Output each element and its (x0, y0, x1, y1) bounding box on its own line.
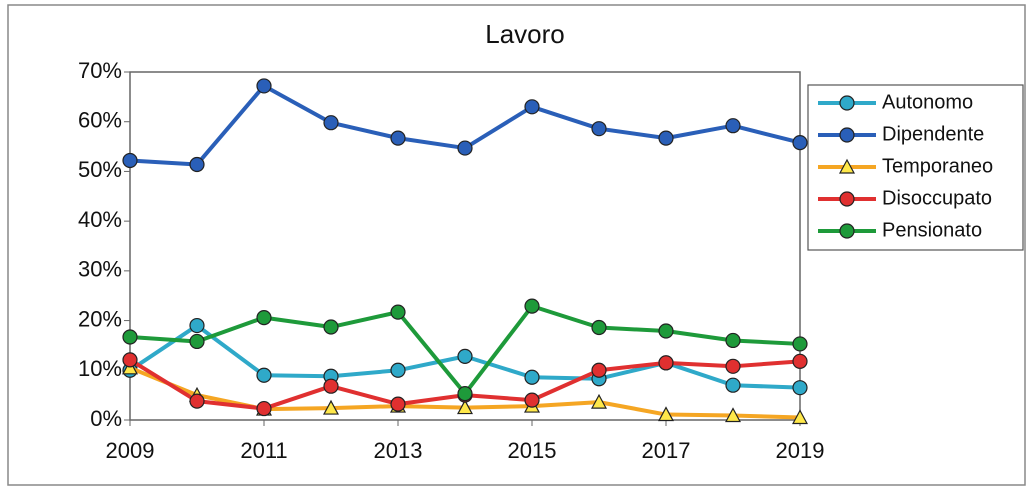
marker (457, 386, 473, 402)
x-tick-label: 2017 (642, 438, 691, 463)
marker (390, 396, 406, 412)
marker (658, 355, 674, 371)
marker (725, 332, 741, 349)
marker (792, 134, 808, 151)
y-tick-label: 50% (78, 157, 122, 182)
marker (591, 319, 607, 336)
marker (725, 118, 741, 134)
legend-marker (838, 158, 856, 174)
marker (590, 393, 608, 409)
marker (524, 298, 540, 314)
marker (122, 152, 138, 169)
marker (189, 393, 205, 409)
marker (390, 304, 406, 320)
y-tick-label: 40% (78, 207, 122, 232)
marker (323, 115, 339, 131)
marker (792, 380, 808, 396)
y-tick-label: 10% (78, 356, 122, 381)
legend-label: Pensionato (882, 219, 982, 241)
y-tick-label: 0% (90, 406, 122, 431)
y-tick-label: 20% (78, 306, 122, 331)
marker (591, 362, 607, 378)
y-tick-label: 30% (78, 257, 122, 282)
x-tick-label: 2013 (374, 438, 423, 463)
y-tick-label: 60% (78, 108, 122, 133)
marker (725, 358, 741, 374)
marker (390, 362, 406, 378)
marker (457, 348, 473, 364)
marker (122, 352, 138, 368)
marker (256, 367, 272, 383)
legend-marker (839, 127, 855, 143)
marker (189, 317, 205, 334)
chart-title: Lavoro (485, 19, 565, 49)
legend-label: Autonomo (882, 91, 973, 113)
legend-marker (839, 95, 855, 111)
marker (457, 140, 473, 156)
legend-marker (839, 191, 855, 207)
marker (256, 400, 272, 417)
marker (591, 121, 607, 137)
marker (792, 353, 808, 369)
legend-label: Temporaneo (882, 155, 993, 177)
marker (323, 378, 339, 394)
marker (524, 392, 540, 408)
x-tick-label: 2009 (106, 438, 155, 463)
marker (122, 329, 138, 345)
x-tick-label: 2015 (508, 438, 557, 463)
marker (456, 399, 474, 415)
marker (256, 309, 272, 326)
marker (658, 130, 674, 146)
y-tick-label: 70% (78, 58, 122, 83)
marker (658, 323, 674, 339)
marker (724, 407, 742, 423)
marker (657, 406, 675, 422)
legend-label: Dipendente (882, 123, 984, 145)
marker (256, 78, 272, 94)
marker (189, 156, 205, 173)
marker (524, 369, 540, 385)
marker (322, 399, 340, 415)
marker (390, 130, 406, 146)
legend-marker (839, 223, 855, 239)
marker (524, 99, 540, 115)
legend-label: Disoccupato (882, 187, 992, 209)
marker (791, 409, 809, 425)
x-tick-label: 2019 (776, 438, 825, 463)
marker (725, 377, 741, 393)
marker (792, 336, 808, 352)
marker (323, 319, 339, 335)
x-tick-label: 2011 (240, 438, 287, 463)
marker (189, 333, 205, 350)
